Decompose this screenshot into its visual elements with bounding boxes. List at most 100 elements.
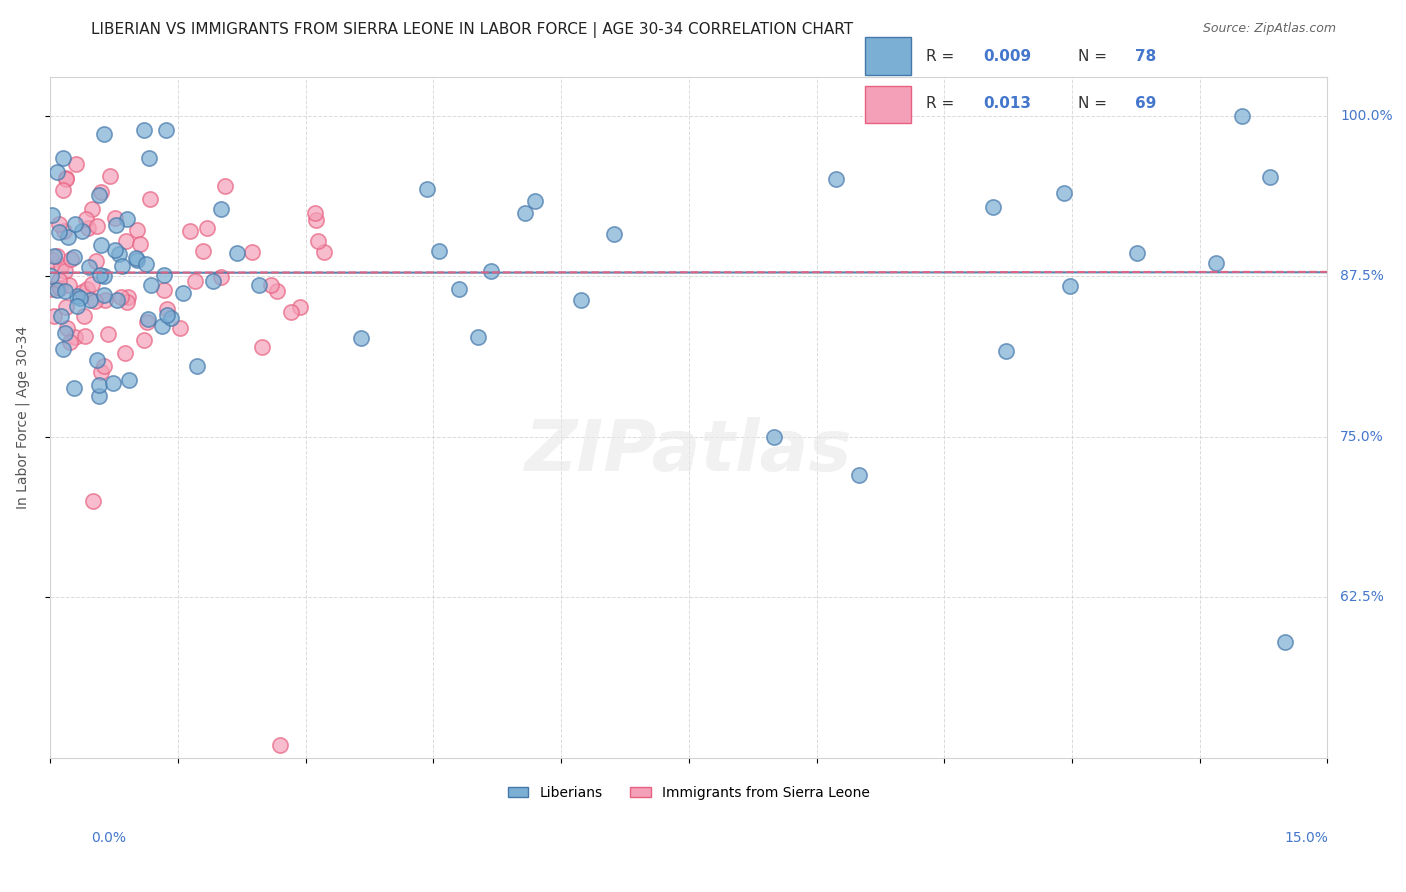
Point	[45, 283, 67, 297]
Point	[75, 211, 97, 226]
Point	[49, 280, 72, 294]
Point	[304, 205, 326, 219]
Point	[186, 359, 208, 373]
Text: N =: N =	[1078, 96, 1112, 112]
Point	[56, 229, 79, 244]
Point	[156, 308, 179, 322]
Point	[59, 252, 82, 266]
Text: 87.5%: 87.5%	[1340, 269, 1384, 284]
Point	[1125, 246, 1147, 260]
Point	[240, 244, 263, 259]
Point	[101, 376, 124, 390]
Point	[110, 290, 132, 304]
Point	[63, 250, 86, 264]
Point	[82, 202, 104, 217]
Point	[104, 211, 127, 225]
Point	[59, 334, 82, 349]
Point	[51, 259, 73, 273]
Point	[63, 217, 86, 231]
Point	[138, 151, 160, 165]
Point	[247, 278, 270, 293]
Point	[153, 268, 176, 283]
Text: LIBERIAN VS IMMIGRANTS FROM SIERRA LEONE IN LABOR FORCE | AGE 30-34 CORRELATION : LIBERIAN VS IMMIGRANTS FROM SIERRA LEONE…	[91, 22, 853, 38]
Point	[209, 202, 232, 216]
Point	[86, 352, 108, 367]
Point	[111, 259, 134, 273]
Point	[128, 236, 150, 251]
Point	[115, 295, 138, 310]
Point	[77, 260, 100, 275]
Point	[53, 326, 76, 340]
Point	[84, 293, 107, 308]
Legend: Liberians, Immigrants from Sierra Leone: Liberians, Immigrants from Sierra Leone	[502, 780, 876, 805]
Point	[115, 212, 138, 227]
Point	[63, 381, 86, 395]
Point	[226, 245, 249, 260]
Point	[259, 277, 281, 292]
Point	[184, 274, 207, 288]
Point	[79, 293, 101, 308]
Point	[139, 192, 162, 206]
Point	[825, 172, 848, 186]
Point	[125, 223, 148, 237]
Point	[73, 309, 96, 323]
Point	[307, 234, 329, 248]
Point	[280, 305, 302, 319]
Point	[117, 290, 139, 304]
Point	[447, 282, 470, 296]
Point	[65, 288, 87, 302]
Point	[1053, 186, 1076, 200]
Point	[93, 288, 115, 302]
Point	[45, 249, 67, 263]
Point	[90, 238, 112, 252]
Point	[202, 274, 225, 288]
Point	[763, 430, 786, 444]
Point	[169, 321, 191, 335]
Text: 69: 69	[1135, 96, 1156, 112]
Point	[172, 285, 194, 300]
Point	[134, 123, 156, 137]
Point	[994, 344, 1017, 359]
Point	[150, 318, 173, 333]
Point	[269, 738, 291, 752]
Point	[52, 183, 75, 197]
Point	[125, 252, 148, 266]
Point	[84, 254, 107, 268]
Text: 75.0%: 75.0%	[1340, 430, 1384, 444]
Point	[80, 277, 103, 291]
Point	[479, 264, 502, 278]
Point	[48, 225, 70, 239]
Point	[90, 186, 112, 200]
Point	[89, 389, 111, 403]
Point	[105, 293, 128, 307]
Point	[195, 221, 218, 235]
Point	[93, 269, 115, 284]
Point	[42, 249, 65, 263]
Point	[1205, 256, 1227, 270]
Point	[139, 277, 162, 292]
Point	[156, 301, 179, 316]
Point	[250, 340, 273, 354]
Point	[314, 244, 336, 259]
Point	[136, 315, 159, 329]
Point	[76, 221, 98, 235]
Point	[41, 208, 63, 222]
Point	[350, 331, 373, 345]
Point	[427, 244, 450, 258]
Point	[97, 326, 120, 341]
Point	[114, 235, 136, 249]
Point	[416, 182, 439, 196]
Text: Source: ZipAtlas.com: Source: ZipAtlas.com	[1202, 22, 1336, 36]
Text: R =: R =	[927, 49, 959, 64]
Point	[48, 273, 70, 287]
Point	[523, 194, 546, 208]
Point	[159, 310, 181, 325]
Text: 0.0%: 0.0%	[91, 831, 127, 846]
Point	[1258, 169, 1281, 184]
Point	[513, 206, 536, 220]
Point	[104, 218, 127, 232]
Point	[93, 359, 115, 373]
Point	[53, 264, 76, 278]
Point	[86, 219, 108, 233]
Text: R =: R =	[927, 96, 959, 112]
